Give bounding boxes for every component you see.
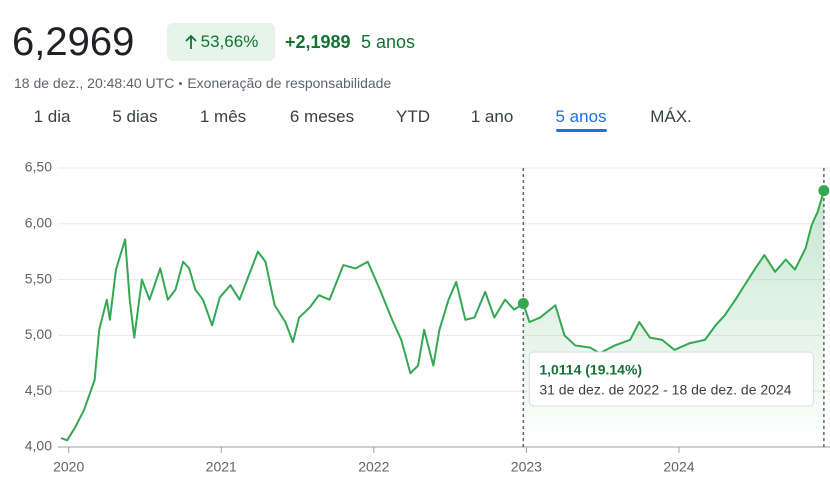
selection-point bbox=[818, 185, 830, 197]
y-tick-label: 4,00 bbox=[25, 438, 52, 454]
tooltip bbox=[528, 351, 814, 407]
tab[interactable]: 5 anos bbox=[555, 107, 607, 126]
tab[interactable]: YTD bbox=[396, 107, 430, 126]
y-tick-label: 6,50 bbox=[25, 159, 52, 175]
tab[interactable]: 1 mês bbox=[199, 107, 247, 126]
change-percent: 53,66% bbox=[200, 32, 259, 51]
tooltip-change: 1,0114 (19.14%) bbox=[539, 362, 642, 378]
timestamp: 18 de dez., 20:48:40 UTC bbox=[14, 75, 175, 91]
x-tick-label: 2022 bbox=[358, 459, 389, 475]
y-tick-label: 5,00 bbox=[25, 326, 52, 342]
price: 6,2969 bbox=[12, 20, 135, 64]
y-tick-label: 5,50 bbox=[25, 270, 52, 286]
tab[interactable]: 5 dias bbox=[112, 107, 158, 126]
up-arrow bbox=[185, 34, 197, 49]
tab[interactable]: 6 meses bbox=[289, 107, 355, 126]
disclaimer-link[interactable]: Exoneração de responsabilidade bbox=[187, 75, 392, 91]
separator bbox=[179, 81, 183, 85]
change-abs: +2,1989 bbox=[285, 32, 351, 52]
x-tick-label: 2020 bbox=[53, 459, 84, 475]
x-tick-label: 2023 bbox=[511, 459, 542, 475]
tab[interactable]: 1 dia bbox=[33, 107, 71, 126]
selection-point bbox=[517, 298, 529, 310]
tab-underline bbox=[555, 129, 607, 132]
x-tick-label: 2021 bbox=[206, 459, 237, 475]
change-badge: 53,66% bbox=[167, 23, 275, 61]
tooltip-range: 31 de dez. de 2022 - 18 de dez. de 2024 bbox=[539, 382, 791, 398]
subtitle: 18 de dez., 20:48:40 UTC Exoneração de r… bbox=[14, 75, 391, 91]
price-line bbox=[60, 190, 825, 442]
tab[interactable]: 1 ano bbox=[470, 107, 514, 126]
x-tick-label: 2024 bbox=[663, 459, 694, 475]
selection-area bbox=[523, 190, 824, 447]
tab[interactable]: MÁX. bbox=[650, 107, 692, 126]
y-tick-label: 6,00 bbox=[25, 215, 52, 231]
change-period: 5 anos bbox=[361, 32, 416, 52]
y-tick-label: 4,50 bbox=[25, 382, 52, 398]
